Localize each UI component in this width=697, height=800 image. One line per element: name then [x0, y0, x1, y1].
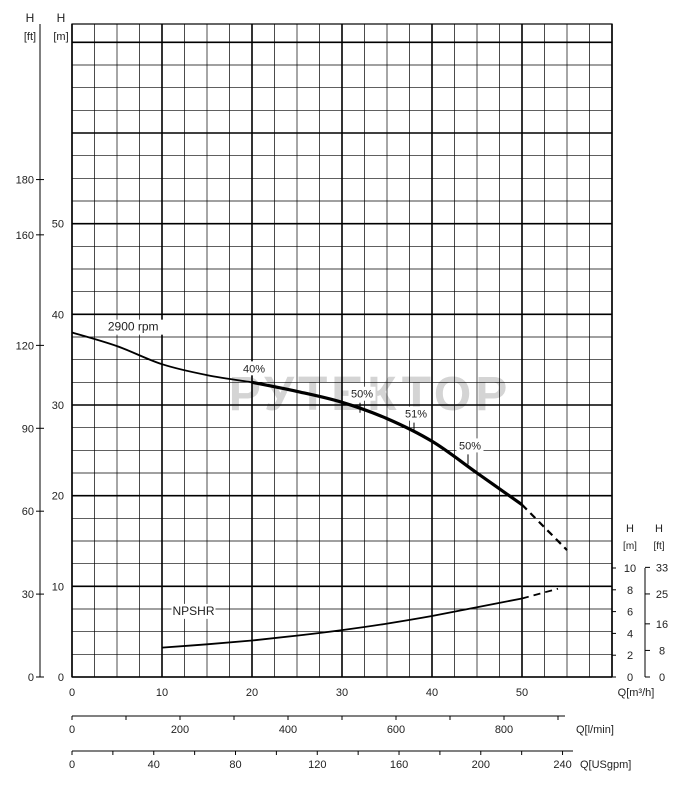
npshr-m-tick-label: 4: [627, 628, 633, 640]
efficiency-label: 50%: [351, 389, 373, 401]
usgpm-tick-label: 0: [69, 759, 75, 771]
head-curve-dashed: [521, 503, 568, 551]
m-tick-label: 10: [52, 581, 64, 593]
m-tick-label: 50: [52, 219, 64, 231]
npshr-ft-tick-label: 16: [656, 619, 668, 631]
npshr-ft-tick-label: 33: [656, 562, 668, 574]
npshr-m-tick-label: 6: [627, 607, 633, 619]
npshr-curve-line: [161, 597, 523, 649]
usgpm-axis-label: Q[USgpm]: [580, 759, 631, 771]
lmin-tick-label: 400: [279, 724, 297, 736]
lmin-tick-label: 200: [171, 724, 189, 736]
npshr-ft-tick-label: 8: [659, 645, 665, 657]
q-m3h-tick-label: 30: [336, 687, 348, 699]
npshr-series-label: NPSHR: [172, 604, 214, 618]
efficiency-label-bg: [402, 406, 430, 421]
npshr-ft-tick-label: 25: [656, 589, 668, 601]
left-ft-axis-title: H: [26, 11, 35, 25]
axes: H[ft]H[m]030609012016018001020304050H[m]…: [16, 11, 668, 771]
npshr-m-tick-label: 2: [627, 650, 633, 662]
m-tick-label: 0: [58, 672, 64, 684]
q-m3h-tick-label: 50: [516, 687, 528, 699]
usgpm-tick-label: 120: [308, 759, 326, 771]
head-series-label: 2900 rpm: [108, 320, 159, 334]
lmin-tick-label: 600: [387, 724, 405, 736]
curves: [71, 331, 568, 649]
left-m-axis-unit: [m]: [53, 31, 68, 43]
npshr-m-tick-label: 10: [624, 563, 636, 575]
ft-tick-label: 0: [28, 672, 34, 684]
efficiency-label: 40%: [243, 363, 265, 375]
grid: [71, 23, 613, 678]
ft-tick-label: 30: [22, 589, 34, 601]
ft-tick-label: 60: [22, 506, 34, 518]
q-m3h-tick-label: 10: [156, 687, 168, 699]
ft-tick-label: 160: [16, 230, 34, 242]
npshr-m-tick-label: 8: [627, 585, 633, 597]
right-ft-axis-title: H: [655, 523, 663, 535]
usgpm-tick-label: 160: [390, 759, 408, 771]
head-curve-line: [251, 380, 523, 507]
usgpm-tick-label: 240: [553, 759, 571, 771]
npshr-curve-dashed: [521, 587, 559, 600]
npshr-ft-tick-label: 0: [659, 672, 665, 684]
series-label-bg: [100, 319, 166, 335]
lmin-tick-label: 800: [495, 724, 513, 736]
right-ft-axis-unit: [ft]: [653, 541, 664, 552]
right-m-axis-title: H: [626, 523, 634, 535]
m-tick-label: 40: [52, 309, 64, 321]
left-ft-axis-unit: [ft]: [24, 31, 36, 43]
labels: 2900 rpm NPSHR 40% 50% 51% 50%: [100, 319, 484, 619]
q-m3h-tick-label: 20: [246, 687, 258, 699]
lmin-tick-label: 0: [69, 724, 75, 736]
ft-tick-label: 180: [16, 175, 34, 187]
left-m-axis-title: H: [57, 11, 66, 25]
efficiency-label-bg: [348, 386, 376, 401]
ft-tick-label: 90: [22, 423, 34, 435]
efficiency-label-bg: [240, 361, 268, 376]
plot-frame: [71, 23, 613, 678]
head-curve-line-start: [71, 331, 253, 384]
m-tick-label: 30: [52, 400, 64, 412]
right-m-axis-unit: [m]: [623, 541, 637, 552]
q-m3h-tick-label: 0: [69, 687, 75, 699]
usgpm-tick-label: 80: [229, 759, 241, 771]
efficiency-label: 50%: [459, 440, 481, 452]
usgpm-tick-label: 40: [148, 759, 160, 771]
npshr-m-tick-label: 0: [627, 672, 633, 684]
usgpm-tick-label: 200: [472, 759, 490, 771]
m-tick-label: 20: [52, 491, 64, 503]
ft-tick-label: 120: [16, 340, 34, 352]
series-label-bg: [171, 603, 216, 619]
q-m3h-axis-label: Q[m³/h]: [618, 687, 655, 699]
efficiency-label-bg: [456, 438, 484, 453]
efficiency-label: 51%: [405, 409, 427, 421]
lmin-axis-label: Q[l/min]: [576, 724, 614, 736]
q-m3h-tick-label: 40: [426, 687, 438, 699]
